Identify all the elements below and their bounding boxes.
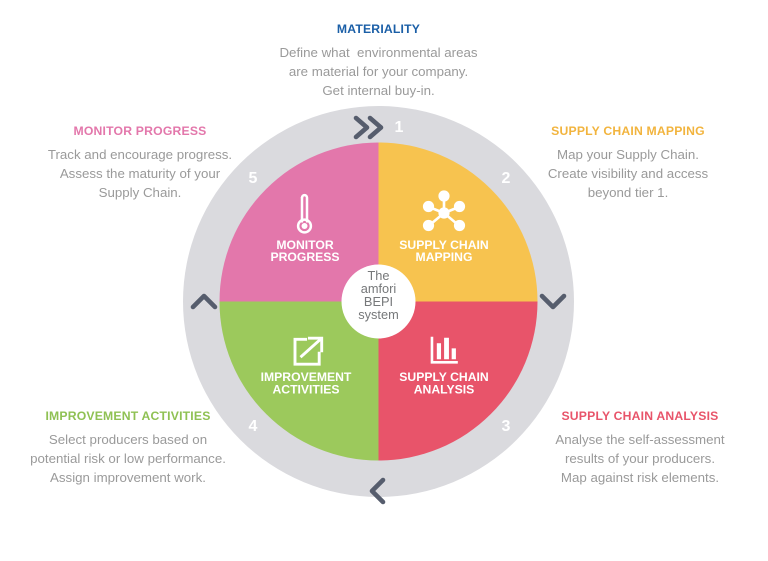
svg-text:system: system [358, 307, 399, 322]
svg-text:MAPPING: MAPPING [416, 250, 473, 264]
svg-text:ANALYSIS: ANALYSIS [414, 382, 475, 396]
svg-text:3: 3 [502, 418, 511, 435]
svg-text:ACTIVITIES: ACTIVITIES [272, 382, 339, 396]
svg-text:1: 1 [395, 119, 404, 136]
svg-text:PROGRESS: PROGRESS [270, 250, 339, 264]
